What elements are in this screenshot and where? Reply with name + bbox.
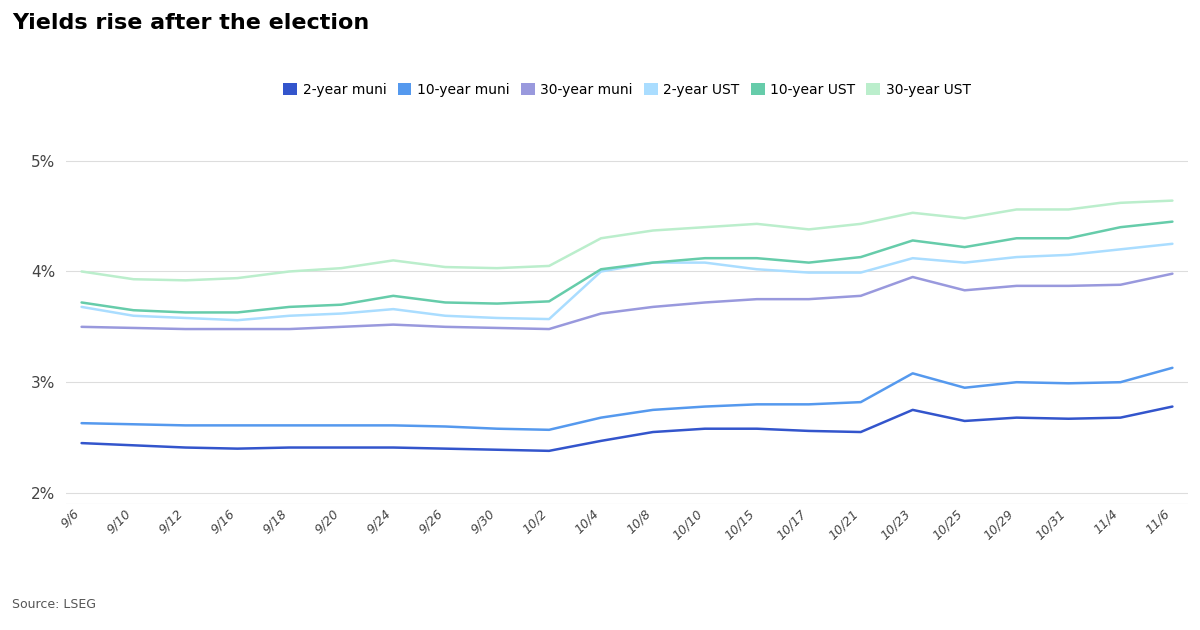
Legend: 2-year muni, 10-year muni, 30-year muni, 2-year UST, 10-year UST, 30-year UST: 2-year muni, 10-year muni, 30-year muni,… [277, 77, 977, 103]
Text: Source: LSEG: Source: LSEG [12, 598, 96, 611]
Text: Yields rise after the election: Yields rise after the election [12, 13, 370, 33]
